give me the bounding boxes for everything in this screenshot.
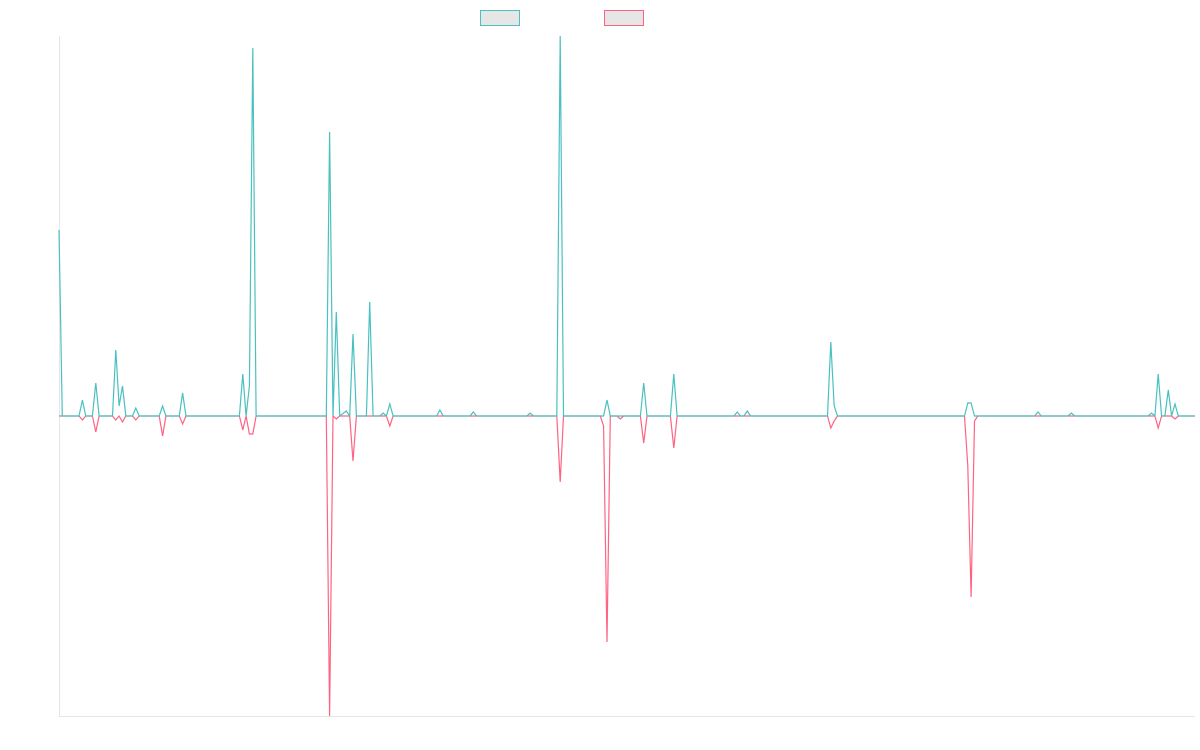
- series-1-line: [58, 35, 1195, 418]
- legend-series-2-swatch[interactable]: [604, 10, 644, 26]
- series-2-line: [59, 414, 1195, 717]
- legend-series-1-swatch[interactable]: [480, 10, 520, 26]
